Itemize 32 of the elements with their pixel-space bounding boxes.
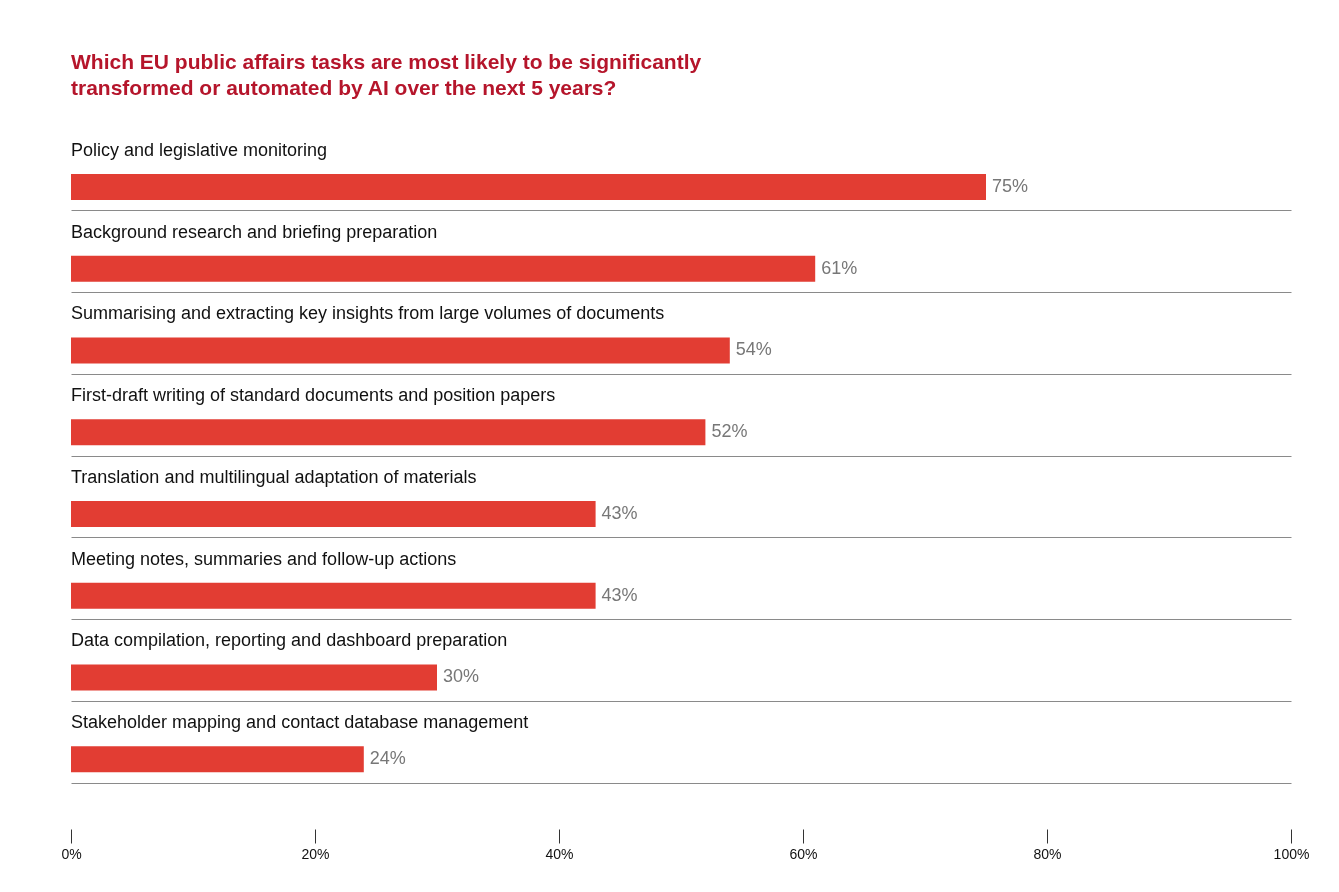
x-tick-label: 80% xyxy=(1033,845,1062,862)
x-tick-label: 60% xyxy=(789,845,818,862)
x-tick-label: 100% xyxy=(1273,845,1310,862)
y-tick-label: Translation and multilingual adaptation of materials xyxy=(71,466,477,487)
bar xyxy=(71,582,596,609)
data-label: 61% xyxy=(821,257,858,278)
bar xyxy=(71,419,706,446)
x-tick-label: 40% xyxy=(545,845,574,862)
bar xyxy=(71,173,986,200)
data-label: 75% xyxy=(992,175,1029,196)
x-tick-label: 20% xyxy=(301,845,330,862)
y-tick-label: Summarising and extracting key insights from large volumes of documents xyxy=(71,303,665,324)
y-tick-label: Stakeholder mapping and contact database management xyxy=(71,712,529,733)
data-label: 43% xyxy=(601,584,638,605)
y-tick-label: First-draft writing of standard documents and position papers xyxy=(71,385,556,406)
data-label: 43% xyxy=(601,502,638,523)
data-label: 24% xyxy=(369,748,406,769)
data-label: 30% xyxy=(443,666,480,687)
y-tick-label: Data compilation, reporting and dashboard preparation xyxy=(71,630,508,651)
text: Which EU public affairs tasks are most likely to be significantly xyxy=(71,50,702,73)
data-label: 54% xyxy=(735,339,772,360)
text: transformed or automated by AI over the next 5 years? xyxy=(71,76,617,99)
bar xyxy=(71,255,816,282)
y-tick-label: Policy and legislative monitoring xyxy=(71,139,328,160)
y-tick-label: Background research and briefing preparation xyxy=(71,221,438,242)
bar xyxy=(71,337,730,364)
x-tick-label: 0% xyxy=(61,845,82,862)
bar xyxy=(71,664,437,691)
bar xyxy=(71,746,364,773)
y-tick-label: Meeting notes, summaries and follow-up actions xyxy=(71,548,457,569)
bar xyxy=(71,500,596,527)
data-label: 52% xyxy=(711,421,748,442)
